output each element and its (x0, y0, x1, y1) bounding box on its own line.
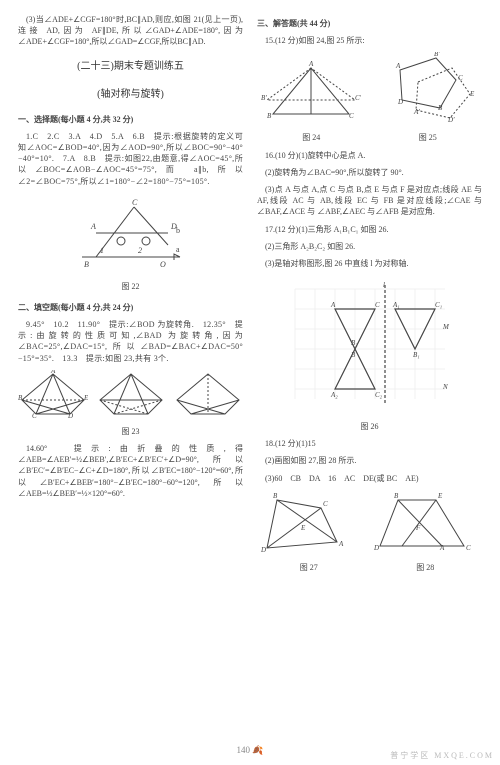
svg-text:C: C (349, 112, 354, 120)
svg-text:1: 1 (100, 246, 104, 255)
figure-25: A B′ C E D′ D B A′ (378, 52, 478, 130)
q16b: (2)旋转角为∠BAC=90°,所以旋转了 90°. (257, 167, 482, 178)
q18c: (3)60 CB DA 16 AC DE(或 BC AE) (257, 473, 482, 484)
svg-text:O: O (160, 260, 166, 269)
svg-text:A: A (308, 60, 314, 68)
svg-text:l: l (383, 281, 385, 289)
svg-text:B: B (394, 492, 399, 500)
figure-27-caption: 图 27 (259, 562, 359, 573)
figure-22: C A D 1 2 O B a b (18, 197, 243, 269)
svg-text:A: A (90, 222, 96, 231)
q16a: 16.(10 分)(1)旋转中心是点 A. (257, 150, 482, 161)
svg-text:A₁: A₁ (392, 301, 400, 309)
figure-23-group: A B C D E (18, 370, 243, 418)
figure-26-caption: 图 26 (257, 421, 482, 432)
svg-text:b: b (176, 226, 180, 235)
svg-text:A′: A′ (413, 108, 420, 116)
svg-text:B₂: B₂ (351, 339, 358, 347)
exercise-heading-1: (二十三)期末专题训练五 (18, 60, 243, 74)
section-2b: 14.60° 提示:由折叠的性质,得∠AEB=∠AEB′=½∠BEB′,∠B′E… (18, 443, 243, 499)
svg-text:C: C (375, 301, 380, 309)
svg-text:A: A (439, 544, 445, 552)
q18a: 18.(12 分)(1)15 (257, 438, 482, 449)
figure-26: A C B C₁ A₁ B₁ A₂ C₂ B₂ l M N (257, 279, 482, 409)
svg-text:E: E (83, 394, 88, 402)
section-1-title: 一、选择题(每小题 4 分,共 32 分) (18, 114, 243, 125)
svg-text:C: C (32, 412, 37, 418)
q18b: (2)画图如图 27,图 28 所示. (257, 455, 482, 466)
svg-text:B: B (273, 492, 278, 500)
svg-text:D: D (67, 412, 73, 418)
svg-text:D′: D′ (447, 116, 455, 124)
figure-23-b (96, 370, 166, 418)
svg-text:B: B (351, 351, 356, 359)
svg-text:D: D (260, 546, 266, 554)
q17c: (3)是轴对称图形,图 26 中直线 l 为对称轴. (257, 258, 482, 269)
svg-text:F: F (415, 524, 421, 532)
section-3-title: 三、解答题(共 44 分) (257, 18, 482, 29)
svg-text:C₂: C₂ (375, 391, 383, 399)
figure-23-c (173, 370, 243, 418)
section-2-title: 二、填空题(每小题 4 分,共 24 分) (18, 302, 243, 313)
svg-text:B: B (438, 104, 443, 112)
figure-28-caption: 图 28 (370, 562, 480, 573)
figure-24-caption: 图 24 (261, 132, 361, 143)
svg-text:A: A (338, 540, 344, 548)
svg-text:A₂: A₂ (330, 391, 338, 399)
right-column: 三、解答题(共 44 分) 15.(12 分)如图 24,图 25 所示: A … (257, 14, 482, 573)
para-1: (3)当∠ADE+∠CGF=180°时,BC∥AD,则应,如图 21(见上一页)… (18, 14, 243, 48)
figure-22-caption: 图 22 (18, 281, 243, 292)
figure-27: B C E D A (259, 490, 359, 560)
leaf-icon: 🍂 (252, 745, 263, 755)
svg-text:B₁: B₁ (413, 351, 420, 359)
svg-text:B′: B′ (434, 52, 440, 58)
svg-text:C: C (466, 544, 471, 552)
svg-text:2: 2 (138, 246, 142, 255)
svg-text:E: E (469, 90, 475, 98)
figures-24-25: A B C B′ C′ 图 24 A B′ C E D′ D (257, 52, 482, 143)
svg-text:B: B (267, 112, 272, 120)
exercise-heading-2: (轴对称与旋转) (18, 88, 243, 102)
watermark-text: 普宁学区 MXQE.COM (390, 750, 494, 761)
left-column: (3)当∠ADE+∠CGF=180°时,BC∥AD,则应,如图 21(见上一页)… (18, 14, 243, 573)
section-2a: 9.45° 10.2 11.90° 提示:∠BOD 为旋转角. 12.35° 提… (18, 319, 243, 364)
svg-text:C′: C′ (355, 94, 361, 102)
figure-24: A B C B′ C′ (261, 60, 361, 130)
svg-text:E: E (300, 524, 306, 532)
svg-text:D: D (373, 544, 379, 552)
q17b: (2)三角形 A₂B₂C₂ 如图 26. (257, 241, 482, 252)
svg-text:M: M (442, 323, 450, 331)
q15: 15.(12 分)如图 24,图 25 所示: (257, 35, 482, 46)
svg-text:D: D (397, 98, 403, 106)
svg-text:C₁: C₁ (435, 301, 442, 309)
q17a: 17.(12 分)(1)三角形 A₁B₁C₁ 如图 26. (257, 224, 482, 235)
svg-text:C: C (132, 198, 138, 207)
figure-23-a: A B C D E (18, 370, 88, 418)
figure-28: B E C D A F (370, 490, 480, 560)
svg-text:N: N (442, 383, 448, 391)
svg-text:A: A (395, 62, 401, 70)
svg-text:C: C (323, 500, 328, 508)
svg-text:C: C (458, 74, 463, 82)
svg-text:A: A (50, 370, 56, 375)
svg-text:B: B (18, 394, 23, 402)
svg-text:B′: B′ (261, 94, 267, 102)
section-1-answers: 1.C 2.C 3.A 4.D 5.A 6.B 提示:根据旋转的定义可知∠AOC… (18, 131, 243, 187)
svg-text:B: B (84, 260, 89, 269)
figure-23-caption: 图 23 (18, 426, 243, 437)
svg-text:A: A (330, 301, 336, 309)
svg-text:a: a (176, 245, 180, 254)
figures-27-28: B C E D A 图 27 B E C D A F (257, 490, 482, 573)
figure-25-caption: 图 25 (378, 132, 478, 143)
svg-text:E: E (437, 492, 443, 500)
q16c: (3)点 A 与点 A,点 C 与点 B,点 E 与点 F 是对应点;线段 AE… (257, 184, 482, 218)
